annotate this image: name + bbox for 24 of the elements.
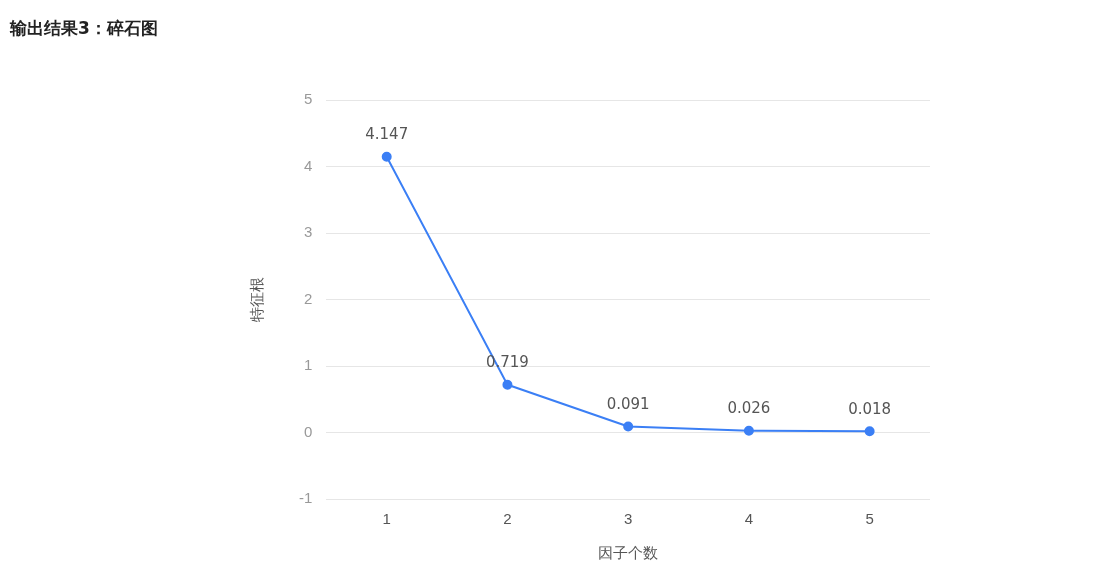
x-tick-label: 2	[503, 510, 512, 528]
point	[381, 151, 392, 162]
y-tick-label: 1	[303, 356, 313, 374]
x-tick-label: 4	[744, 510, 754, 528]
y-tick-label: 2	[303, 289, 313, 307]
y-tick-label: -1	[298, 489, 313, 507]
y-axis-title: 特征根	[248, 277, 266, 322]
x-axis-title: 因子个数	[598, 544, 659, 562]
point	[623, 421, 634, 432]
data-label: 0.018	[848, 399, 892, 418]
data-label: 0.091	[606, 394, 650, 413]
point	[864, 426, 875, 437]
point	[502, 379, 513, 390]
x-tick-label: 5	[865, 510, 874, 528]
x-tick-label: 1	[382, 510, 391, 528]
y-tick-label: 0	[303, 422, 313, 440]
y-tick-label: 3	[303, 223, 313, 241]
y-tick-label: 4	[303, 156, 313, 174]
data-label: 0.026	[727, 399, 771, 418]
point	[743, 425, 754, 436]
y-tick-label: 5	[303, 90, 313, 108]
x-tick-label: 3	[624, 510, 633, 528]
text: 输出结果3：碎石图	[10, 17, 158, 40]
data-label: 4.147	[365, 125, 409, 144]
